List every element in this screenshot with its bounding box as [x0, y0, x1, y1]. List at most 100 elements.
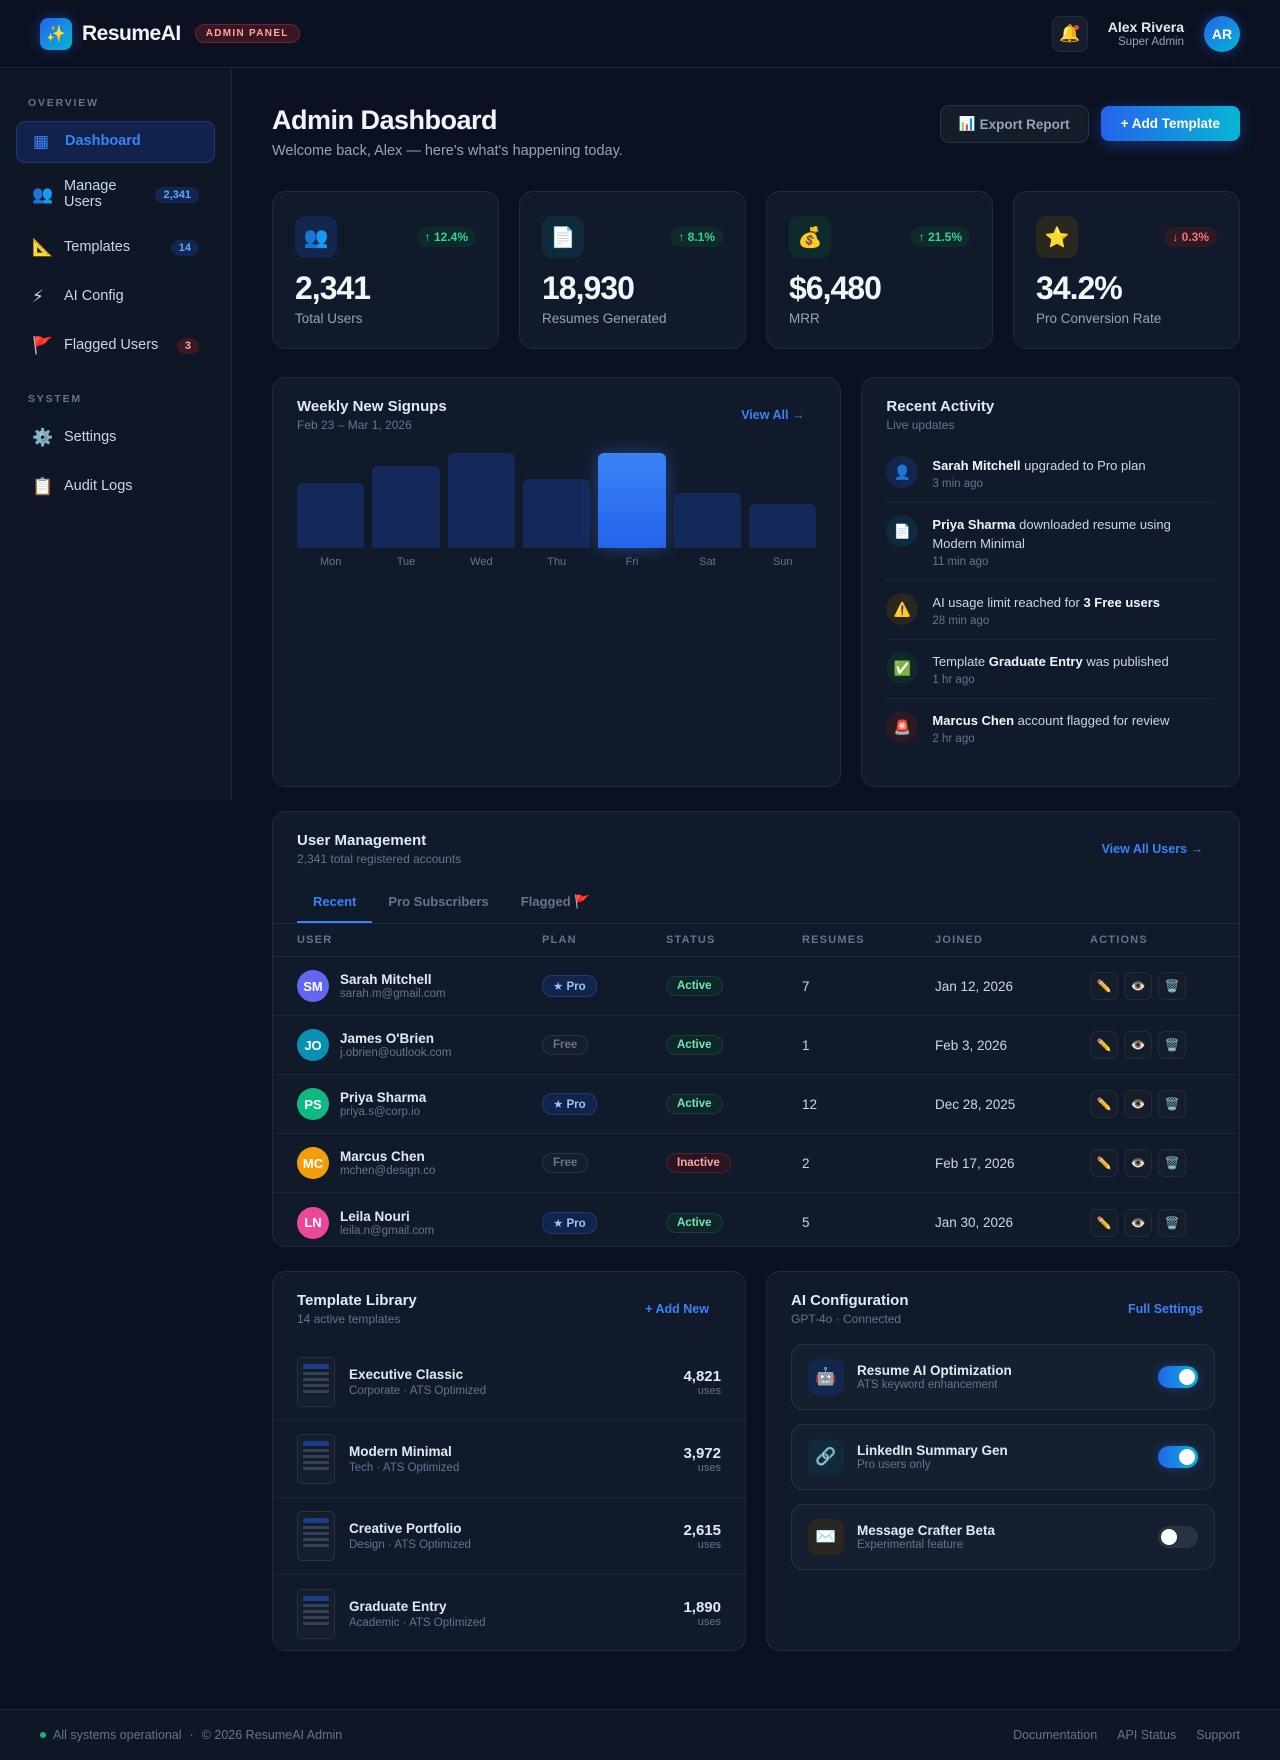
- full-settings-link[interactable]: Full Settings: [1128, 1302, 1203, 1316]
- app-logo-text[interactable]: ResumeAI: [82, 21, 181, 45]
- ai-configuration-card: AI Configuration GPT-4o · Connected Full…: [766, 1271, 1240, 1651]
- stat-card-top: ⭐ ↓ 0.3%: [1036, 216, 1217, 258]
- template-name: Creative Portfolio: [349, 1521, 462, 1536]
- feature-toggle[interactable]: [1158, 1366, 1198, 1388]
- delete-user-button[interactable]: 🗑️: [1158, 972, 1186, 1000]
- view-user-button[interactable]: 👁️: [1124, 1031, 1152, 1059]
- template-category: Academic · ATS Optimized: [349, 1616, 486, 1629]
- notifications-button[interactable]: 🔔: [1051, 15, 1088, 52]
- avatar[interactable]: AR: [1204, 15, 1240, 52]
- sidebar-item-dashboard[interactable]: ▦ Dashboard: [16, 121, 215, 163]
- toggle-knob: [1179, 1449, 1195, 1465]
- template-item[interactable]: Graduate Entry Academic · ATS Optimized 1,…: [273, 1575, 745, 1652]
- edit-icon: ✏️: [1096, 1038, 1112, 1052]
- template-uses: 4,821 uses: [683, 1368, 721, 1397]
- edit-icon: ✏️: [1096, 1215, 1112, 1230]
- user-name[interactable]: Leila Nouri: [340, 1208, 410, 1224]
- user-name[interactable]: Priya Sharma: [340, 1090, 427, 1105]
- delete-user-button[interactable]: 🗑️: [1158, 1031, 1186, 1059]
- sidebar-item-manage-users[interactable]: 👥 Manage Users 2,341: [16, 170, 215, 220]
- view-user-button[interactable]: 👁️: [1124, 972, 1152, 1000]
- template-item[interactable]: Creative Portfolio Design · ATS Optimized…: [273, 1498, 745, 1575]
- ai-feature-list: 🤖 Resume AI Optimization ATS keyword enhan…: [767, 1326, 1239, 1570]
- thumb-text-line: [303, 1455, 329, 1458]
- user-name[interactable]: Marcus Chen: [340, 1149, 425, 1164]
- sidebar-item-ai-config[interactable]: ⚡ AI Config: [16, 276, 215, 318]
- template-uses-count: 2,615: [683, 1521, 721, 1539]
- flagged-count-badge: 3: [176, 338, 199, 354]
- api-status-link[interactable]: API Status: [1117, 1728, 1177, 1742]
- view-user-button[interactable]: 👁️: [1124, 1090, 1152, 1118]
- ai-feature-desc: Pro users only: [857, 1459, 931, 1471]
- user-name[interactable]: James O'Brien: [340, 1031, 435, 1046]
- joined-date: Feb 17, 2026: [935, 1155, 1015, 1171]
- column-header-plan: PLAN: [542, 934, 577, 946]
- bar-tue[interactable]: [372, 465, 440, 548]
- bar-wed[interactable]: [447, 452, 516, 548]
- activity-body: Sarah Mitchell upgraded to Pro plan 3 min…: [932, 456, 1145, 490]
- feature-toggle[interactable]: [1158, 1526, 1198, 1548]
- sidebar-item-audit-logs[interactable]: 📋 Audit Logs: [16, 466, 215, 508]
- templates-ai-row: Template Library 14 active templates + A…: [272, 1271, 1240, 1651]
- sidebar-item-settings[interactable]: ⚙️ Settings: [16, 417, 215, 459]
- bar-fri[interactable]: [598, 452, 666, 548]
- activity-text-bold: 3 Free users: [1083, 595, 1161, 610]
- user-name[interactable]: Sarah Mitchell: [340, 972, 432, 987]
- edit-user-button[interactable]: ✏️: [1090, 1090, 1118, 1118]
- edit-user-button[interactable]: ✏️: [1090, 972, 1118, 1000]
- check-icon: ✅: [886, 652, 919, 684]
- thumb-text-line: [303, 1538, 329, 1541]
- documentation-link[interactable]: Documentation: [1013, 1728, 1098, 1742]
- thumb-header-line: [303, 1518, 329, 1523]
- sidebar-section-system: SYSTEM: [28, 393, 82, 405]
- activity-item: ⚠️ AI usage limit reached for 3 Free user…: [886, 581, 1215, 640]
- edit-icon: ✏️: [1096, 1097, 1112, 1111]
- template-item[interactable]: Executive Classic Corporate · ATS Optimiz…: [273, 1344, 745, 1421]
- thumb-text-line: [303, 1609, 329, 1613]
- edit-user-button[interactable]: ✏️: [1090, 1208, 1118, 1237]
- users-subtitle: 2,341 total registered accounts: [297, 852, 462, 866]
- table-row: MC Marcus Chen mchen@design.co Free Inactive…: [273, 1134, 1239, 1193]
- bar-column: [372, 465, 440, 548]
- delete-user-button[interactable]: 🗑️: [1158, 1208, 1186, 1237]
- feature-toggle[interactable]: [1158, 1446, 1198, 1468]
- delete-user-button[interactable]: 🗑️: [1158, 1149, 1186, 1177]
- stat-label: Pro Conversion Rate: [1036, 311, 1162, 326]
- user-meta: Leila Nouri leila.n@gmail.com: [340, 1209, 434, 1237]
- delete-user-button[interactable]: 🗑️: [1158, 1090, 1186, 1118]
- export-report-button[interactable]: 📊 Export Report: [939, 105, 1089, 143]
- sidebar-item-flagged-users[interactable]: 🚩 Flagged Users 3: [16, 325, 215, 367]
- notification-dot: [1073, 24, 1079, 30]
- column-header-user: USER: [297, 934, 333, 946]
- envelope-icon: ✉️: [808, 1519, 844, 1555]
- sidebar-item-templates[interactable]: 📐 Templates 14: [16, 227, 215, 269]
- user-management-card: User Management 2,341 total registered a…: [272, 811, 1240, 1247]
- bar-sat[interactable]: [673, 493, 742, 548]
- activity-text-post: account flagged for review: [1014, 713, 1170, 728]
- user-info[interactable]: Alex Rivera Super Admin: [1108, 19, 1184, 48]
- users-title: User Management: [297, 832, 427, 849]
- tab-pro-subscribers[interactable]: Pro Subscribers: [388, 894, 489, 909]
- support-link[interactable]: Support: [1196, 1728, 1240, 1742]
- view-all-users-link[interactable]: View All Users →: [1101, 842, 1203, 856]
- tab-flagged[interactable]: Flagged 🚩: [520, 894, 591, 909]
- tab-recent[interactable]: Recent: [297, 888, 373, 923]
- activity-text-post: was published: [1082, 654, 1169, 669]
- bar-chart-icon: 📊: [958, 116, 976, 131]
- users-icon: 👥: [295, 216, 337, 258]
- activity-text-post: downloaded resume using Modern Minimal: [932, 517, 1171, 551]
- bar-thu[interactable]: [523, 479, 591, 548]
- view-all-signups-link[interactable]: View All →: [741, 408, 805, 422]
- bar-sun[interactable]: [749, 503, 817, 548]
- bar-mon[interactable]: [297, 483, 365, 548]
- add-new-template-link[interactable]: + Add New: [645, 1302, 709, 1316]
- view-user-button[interactable]: 👁️: [1124, 1149, 1152, 1177]
- edit-user-button[interactable]: ✏️: [1090, 1149, 1118, 1177]
- edit-user-button[interactable]: ✏️: [1090, 1031, 1118, 1059]
- add-template-button[interactable]: + Add Template: [1100, 106, 1240, 141]
- edit-icon: ✏️: [1096, 1156, 1112, 1170]
- thumb-text-line: [303, 1544, 329, 1547]
- page-subtitle: Welcome back, Alex — here's what's happe…: [272, 143, 623, 159]
- template-item[interactable]: Modern Minimal Tech · ATS Optimized 3,972 u…: [273, 1421, 745, 1498]
- view-user-button[interactable]: 👁️: [1124, 1208, 1152, 1237]
